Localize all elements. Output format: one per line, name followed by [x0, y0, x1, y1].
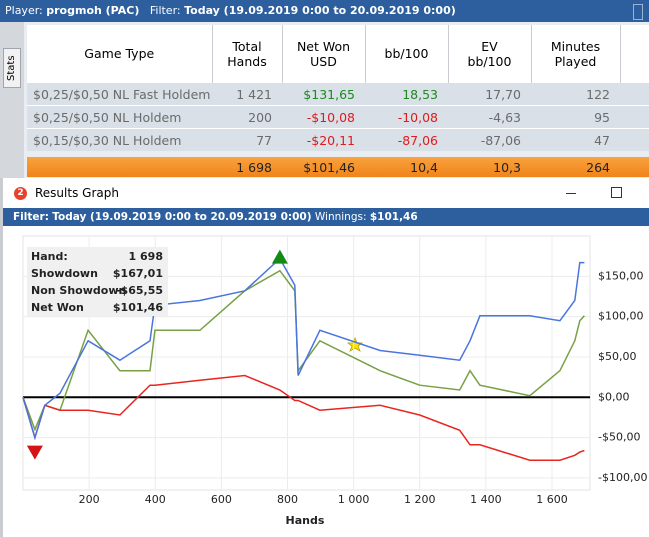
spacer [27, 151, 649, 157]
y-tick-label: -$50,00 [598, 431, 640, 444]
y-tick-label: $100,00 [598, 310, 644, 323]
table-cell: -$10,08 [282, 105, 365, 129]
column-header: EV bb/100 [448, 25, 532, 83]
table-row: $0,25/$0,50 NL Holdem 200 -$10,08 -10,08 -4,… [27, 105, 649, 129]
table-cell: -10,08 [365, 105, 448, 129]
summary-value: 1 698 [129, 250, 163, 263]
player: progmoh (PAC) [46, 4, 140, 17]
x-tick-label: 600 [211, 493, 232, 506]
series-line [22, 257, 585, 441]
x-tick-label: 1 400 [470, 493, 502, 506]
legend-label: Showdown [31, 267, 98, 280]
filter: Today (19.09.2019 0:00 to 20.09.2019 0:0… [52, 211, 312, 223]
table-cell: -$20,11 [282, 128, 365, 151]
window-title: Results Graph [35, 186, 119, 200]
table-row: $0,15/$0,30 NL Holdem 77 -$20,11 -87,06 -87,… [27, 128, 649, 151]
spacer-cell [27, 151, 649, 157]
plot-frame [22, 235, 591, 491]
table-cell: 77 [212, 128, 282, 151]
y-tick-label: -$100,00 [598, 471, 647, 484]
sidebar: Stats [0, 22, 24, 182]
minimize-button[interactable] [566, 193, 576, 194]
x-axis-title: Hands [286, 514, 325, 527]
stats-table: Game Type Total Hands Net Won USD bb/100 EV … [27, 25, 649, 177]
legend-value: $167,01 [113, 267, 163, 280]
table-cell: 122 [531, 82, 620, 106]
column-header: Total Hands [212, 25, 283, 83]
table-cell: 18,53 [365, 82, 448, 106]
winnings-label: Winnings: [314, 211, 367, 223]
table-cell: $0,25/$0,50 NL Fast Holdem [27, 82, 212, 106]
legend-label: Non Showdown [31, 284, 126, 297]
filter-label: Filter: [149, 4, 181, 17]
window-titlebar: 2 Results Graph [3, 178, 649, 208]
table-cell: 1 421 [212, 82, 282, 106]
total-cell: 264 [531, 157, 620, 177]
player-bar: Player: progmoh (PAC) Filter: Today (19.… [0, 0, 649, 22]
summary-label: Hand: [31, 250, 68, 263]
total-cell: 1 698 [212, 157, 282, 177]
table-cell: 17,70 [448, 82, 531, 106]
graph-window: 2 Results Graph Filter: Today (19.09.201… [0, 178, 649, 537]
table-cell: -4,63 [448, 105, 531, 129]
player-label: Player: [5, 4, 43, 17]
table-cell: $0,15/$0,30 NL Holdem [27, 128, 212, 151]
table-cell: 47 [531, 128, 620, 151]
column-header: Game Type [27, 25, 213, 83]
totals-row: 1 698 $101,46 10,4 10,3 264 [27, 157, 649, 177]
x-tick-label: 1 600 [536, 493, 568, 506]
column-header: Net Won USD [282, 25, 366, 83]
legend-value: $101,46 [113, 301, 163, 314]
table-cell: 95 [531, 105, 620, 129]
table-cell [27, 157, 212, 177]
legend-label: Net Won [31, 301, 84, 314]
header-row: Game Type Total Hands Net Won USD bb/100 EV … [27, 25, 649, 83]
star-marker [346, 336, 364, 352]
column-header: bb/100 [365, 25, 449, 83]
maximize-button[interactable] [611, 187, 622, 198]
x-tick-label: 400 [145, 493, 166, 506]
table-cell: 200 [212, 105, 282, 129]
table-cell [620, 128, 649, 151]
trough-marker [26, 445, 43, 460]
table-cell: -87,06 [365, 128, 448, 151]
filter: Today (19.09.2019 0:00 to 20.09.2019 0:0… [184, 4, 456, 17]
window-icon: 2 [14, 187, 27, 200]
table-cell: $0,25/$0,50 NL Holdem [27, 105, 212, 129]
legend-value: -$65,55 [116, 284, 163, 297]
y-tick-label: $150,00 [598, 269, 644, 282]
series-line [22, 374, 585, 461]
table-cell: $131,65 [282, 82, 365, 106]
x-tick-label: 1 000 [338, 493, 370, 506]
x-tick-label: 1 200 [404, 493, 436, 506]
x-tick-label: 200 [79, 493, 100, 506]
column-header: Minutes Played [531, 25, 621, 83]
filter-label: Filter: [13, 211, 49, 223]
table-row: $0,25/$0,50 NL Fast Holdem 1 421 $131,65 18… [27, 82, 649, 106]
table-cell [620, 82, 649, 106]
y-tick-label: $50,00 [598, 350, 637, 363]
winnings: $101,46 [369, 211, 418, 223]
total-cell: 10,3 [448, 157, 531, 177]
total-cell: 10,4 [365, 157, 448, 177]
summary-box [27, 247, 168, 316]
column-header: H [620, 25, 649, 83]
table-cell [620, 157, 649, 177]
table-cell [620, 105, 649, 129]
peak-marker [271, 249, 288, 264]
results-chart: $150,00 $100,00 $50,00 $0,00 -$50,00 -$100,00… [22, 235, 647, 527]
stats-tab[interactable]: Stats [3, 48, 21, 88]
x-tick-label: 800 [277, 493, 298, 506]
dropdown[interactable] [633, 4, 643, 20]
table-cell: -87,06 [448, 128, 531, 151]
graph-filter-bar: Filter: Today (19.09.2019 0:00 to 20.09.… [3, 208, 649, 226]
total-cell: $101,46 [282, 157, 365, 177]
y-tick-label: $0,00 [598, 390, 630, 403]
